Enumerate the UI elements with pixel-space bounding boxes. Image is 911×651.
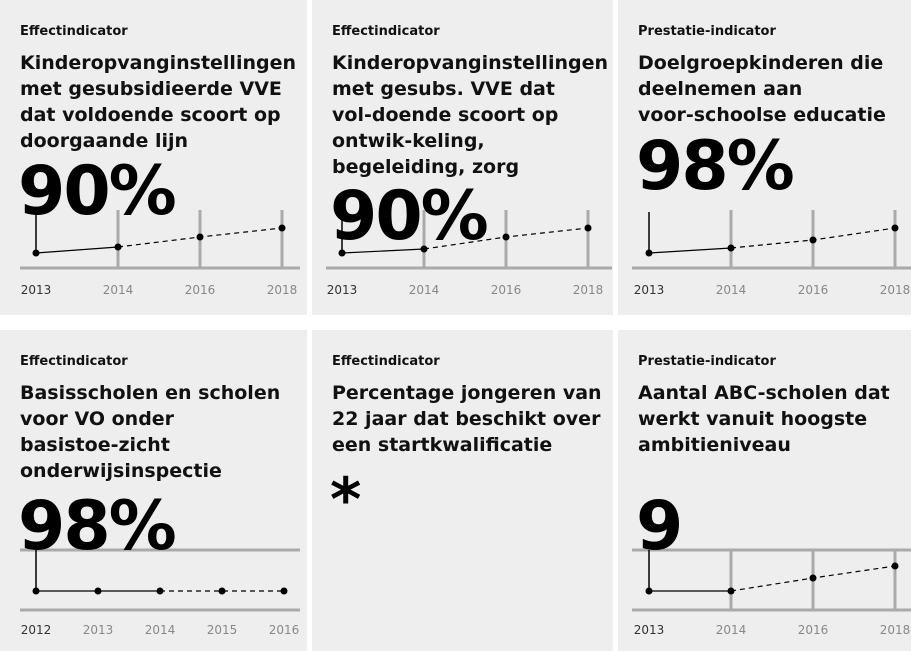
title-line: Doelgroepkinderen die bbox=[638, 52, 884, 74]
card: 2013 2014 2016 2018 98% Prestatie-indicator… bbox=[618, 0, 911, 315]
value: 98% bbox=[18, 487, 177, 566]
year-label: 2012 bbox=[21, 623, 52, 637]
value: 9 bbox=[636, 487, 683, 566]
title-line: ambitieniveau bbox=[638, 434, 791, 456]
year-label: 2014 bbox=[716, 283, 747, 297]
year-label: 2013 bbox=[83, 623, 114, 637]
title-line: 22 jaar dat beschikt over bbox=[332, 408, 601, 430]
title-line: een startkwalificatie bbox=[332, 434, 553, 456]
year-label: 2018 bbox=[880, 283, 911, 297]
title-line: met gesubs. VVE dat bbox=[332, 78, 555, 100]
title-line: vol-doende scoort op bbox=[332, 104, 559, 126]
title-line: werkt vanuit hoogste bbox=[638, 408, 868, 430]
indicator-title: Kinderopvanginstellingen met gesubs. VVE … bbox=[332, 50, 608, 180]
year-label: 2015 bbox=[207, 623, 238, 637]
indicator-title: Aantal ABC-scholen dat werkt vanuit hoogs… bbox=[638, 380, 890, 458]
indicator-title: Percentage jongeren van 22 jaar dat besch… bbox=[332, 380, 602, 458]
indicator-kind: Effectindicator bbox=[332, 354, 440, 369]
value: * bbox=[330, 465, 361, 535]
year-label: 2013 bbox=[21, 283, 52, 297]
value: 90% bbox=[330, 177, 489, 256]
title-line: met gesubsidieerde VVE bbox=[20, 78, 282, 100]
year-label: 2014 bbox=[145, 623, 176, 637]
sparkline: 2013 2014 2016 2018 bbox=[632, 548, 911, 637]
title-line: Percentage jongeren van bbox=[332, 382, 602, 404]
sparkline: 2013 2014 2016 2018 bbox=[326, 210, 612, 297]
card: 2013 2014 2016 2018 90% Effectindicator Kind… bbox=[0, 0, 307, 315]
title-line: basistoe-zicht bbox=[20, 434, 170, 456]
year-label: 2013 bbox=[634, 623, 665, 637]
title-line: onderwijsinspectie bbox=[20, 460, 222, 482]
year-label: 2016 bbox=[491, 283, 522, 297]
title-line: doorgaande lijn bbox=[20, 130, 189, 152]
indicator-kind: Effectindicator bbox=[20, 354, 128, 369]
indicator-title: Doelgroepkinderen die deelnemen aan voor-s… bbox=[638, 50, 886, 128]
sparkline: 2013 2014 2016 2018 bbox=[20, 210, 300, 297]
year-label: 2014 bbox=[103, 283, 134, 297]
year-label: 2018 bbox=[267, 283, 298, 297]
year-label: 2013 bbox=[327, 283, 358, 297]
value: 90% bbox=[18, 152, 177, 231]
year-label: 2014 bbox=[716, 623, 747, 637]
title-line: Aantal ABC-scholen dat bbox=[638, 382, 890, 404]
year-label: 2018 bbox=[880, 623, 911, 637]
indicator-kind: Prestatie-indicator bbox=[638, 24, 776, 39]
card: * Effectindicator Percentage jongeren van… bbox=[312, 330, 613, 651]
title-line: voor VO onder bbox=[20, 408, 175, 430]
card: 2012 2013 2014 2015 2016 98% Effectindicator… bbox=[0, 330, 307, 651]
year-label: 2016 bbox=[798, 623, 829, 637]
title-line: voor-schoolse educatie bbox=[638, 104, 886, 126]
title-line: Kinderopvanginstellingen bbox=[20, 52, 297, 74]
indicator-kind: Effectindicator bbox=[20, 24, 128, 39]
year-label: 2016 bbox=[798, 283, 829, 297]
indicator-title: Basisscholen en scholen voor VO onder basi… bbox=[20, 380, 280, 484]
sparkline: 2012 2013 2014 2015 2016 bbox=[20, 548, 300, 637]
title-line: dat voldoende scoort op bbox=[20, 104, 281, 126]
year-label: 2013 bbox=[634, 283, 665, 297]
year-label: 2016 bbox=[185, 283, 216, 297]
title-line: ontwik-keling, bbox=[332, 130, 485, 152]
year-label: 2018 bbox=[573, 283, 604, 297]
value: 98% bbox=[636, 127, 795, 206]
indicator-kind: Prestatie-indicator bbox=[638, 354, 776, 369]
title-line: deelnemen aan bbox=[638, 78, 803, 100]
title-line: Kinderopvanginstellingen bbox=[332, 52, 609, 74]
title-line: Basisscholen en scholen bbox=[20, 382, 281, 404]
indicator-kind: Effectindicator bbox=[332, 24, 440, 39]
year-label: 2014 bbox=[409, 283, 440, 297]
card: 2013 2014 2016 2018 90% Effectindicator Kind… bbox=[312, 0, 613, 315]
title-line: begeleiding, zorg bbox=[332, 156, 520, 178]
card: 2013 2014 2016 2018 9 Prestatie-indicator Aa… bbox=[618, 330, 911, 651]
year-label: 2016 bbox=[269, 623, 300, 637]
indicator-title: Kinderopvanginstellingen met gesubsidieer… bbox=[20, 50, 296, 154]
sparkline: 2013 2014 2016 2018 bbox=[632, 210, 911, 297]
